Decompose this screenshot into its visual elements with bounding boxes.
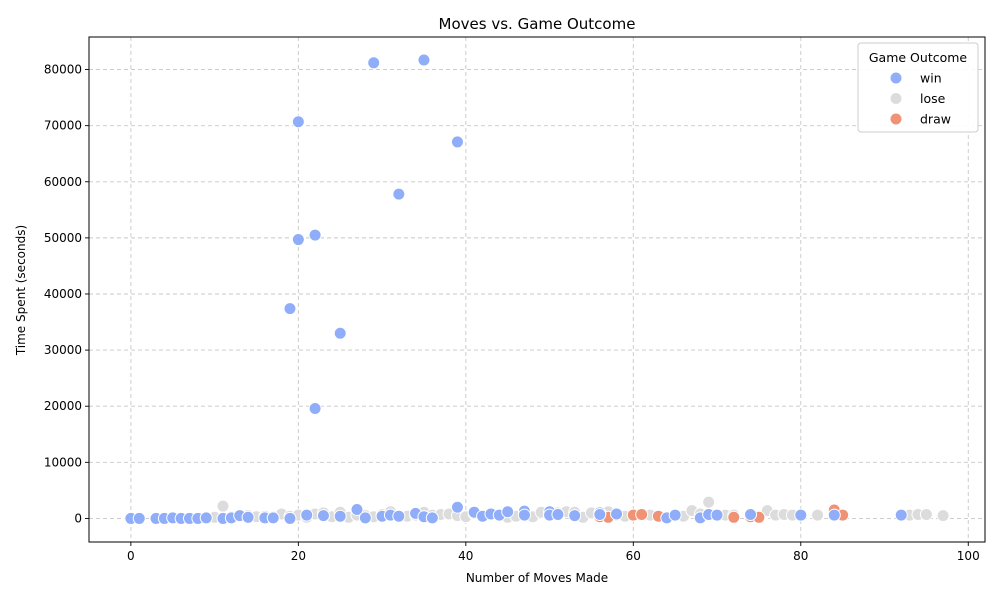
point-win (894, 508, 908, 522)
point-win (241, 510, 255, 524)
point-win (794, 508, 808, 522)
y-tick-label: 50000 (44, 231, 82, 245)
point-win (291, 115, 305, 129)
x-tick-label: 60 (626, 549, 641, 563)
point-win (283, 511, 297, 525)
point-win (300, 508, 314, 522)
point-win (744, 508, 758, 522)
point-win (333, 509, 347, 523)
x-tick-label: 80 (793, 549, 808, 563)
x-tick-label: 100 (957, 549, 980, 563)
point-win (417, 53, 431, 67)
point-lose (702, 495, 716, 509)
point-win (517, 508, 531, 522)
point-win (132, 511, 146, 525)
point-win (610, 507, 624, 521)
y-tick-label: 20000 (44, 399, 82, 413)
y-tick-label: 40000 (44, 287, 82, 301)
point-win (425, 511, 439, 525)
legend-title: Game Outcome (869, 50, 968, 65)
point-lose (936, 509, 950, 523)
legend-marker-win (889, 71, 903, 85)
y-axis-label: Time Spent (seconds) (14, 225, 28, 356)
grid-lines (89, 37, 985, 542)
legend-marker-draw (889, 112, 903, 126)
legend-label-win: win (920, 71, 942, 86)
legend-marker-lose (889, 92, 903, 105)
y-tick-label: 70000 (44, 119, 82, 133)
point-win (367, 56, 381, 70)
point-win (333, 326, 347, 340)
point-win (551, 508, 565, 522)
legend-entries: win lose draw (889, 71, 951, 127)
point-draw (727, 510, 741, 524)
legend-label-lose: lose (920, 91, 946, 106)
chart-title: Moves vs. Game Outcome (439, 15, 636, 33)
point-win (358, 511, 372, 525)
x-tick-label: 20 (291, 549, 306, 563)
point-win (827, 508, 841, 522)
x-axis-label: Number of Moves Made (466, 571, 608, 585)
point-win (199, 511, 213, 525)
point-win (291, 233, 305, 247)
point-win (450, 135, 464, 149)
point-win (350, 502, 364, 516)
plot-frame (88, 36, 986, 543)
y-tick-label: 10000 (44, 455, 82, 469)
legend: Game Outcome win lose draw (857, 42, 979, 133)
point-win (283, 302, 297, 316)
point-win (266, 511, 280, 525)
point-lose (216, 499, 230, 513)
point-win (668, 508, 682, 522)
legend-label-draw: draw (920, 112, 951, 127)
x-tick-label: 40 (458, 549, 473, 563)
axis-ticks: 0 20 40 60 80 100 0 10000 20000 30000 40000 50000 60… (44, 63, 980, 563)
point-win (450, 500, 464, 514)
point-lose (919, 508, 933, 522)
point-lose (811, 508, 825, 522)
legend-box (857, 42, 979, 133)
point-win (710, 508, 724, 522)
y-tick-label: 60000 (44, 175, 82, 189)
point-win (593, 508, 607, 522)
point-win (308, 401, 322, 415)
point-win (392, 509, 406, 523)
point-win (316, 509, 330, 523)
point-win (392, 187, 406, 201)
y-tick-label: 30000 (44, 343, 82, 357)
point-draw (635, 508, 649, 522)
y-tick-label: 0 (74, 511, 82, 525)
point-win (568, 509, 582, 523)
x-tick-label: 0 (127, 549, 135, 563)
point-win (308, 228, 322, 242)
y-tick-label: 80000 (44, 63, 82, 77)
point-win (501, 505, 515, 519)
data-points (124, 53, 950, 525)
